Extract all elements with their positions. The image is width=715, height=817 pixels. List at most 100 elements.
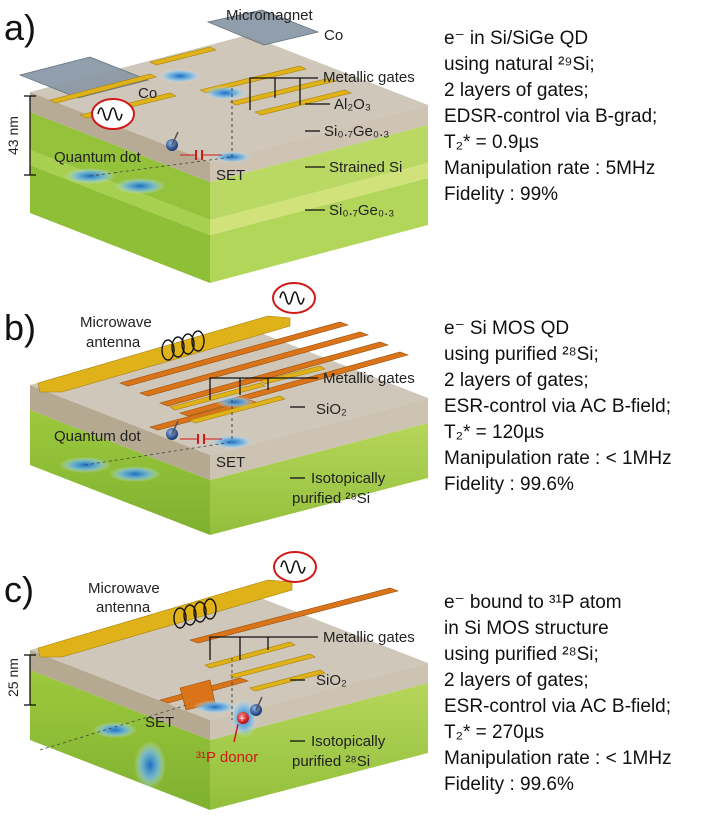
- desc-c-line-2: in Si MOS structure: [444, 618, 609, 639]
- desc-b-line-7: Fidelity : 99.6%: [444, 474, 574, 495]
- set-dot-c: [193, 700, 237, 714]
- donor-atom: [237, 712, 249, 724]
- strained-si-side: [210, 163, 428, 235]
- panel-c-description: e⁻ bound to ³¹P atom in Si MOS structure…: [444, 590, 672, 798]
- panel-c: c) +: [4, 551, 428, 810]
- co-label-right: Co: [324, 27, 343, 44]
- set-label-a: SET: [216, 167, 245, 184]
- metallic-gates-label-a: Metallic gates: [323, 69, 415, 86]
- set-label-b: SET: [216, 454, 245, 471]
- desc-b-line-6: Manipulation rate : < 1MHz: [444, 448, 672, 469]
- thickness-label-a: 43 nm: [5, 116, 21, 155]
- si-bulk-side-b: [210, 423, 428, 535]
- strained-si-label: Strained Si: [329, 159, 402, 176]
- antenna-c: [37, 579, 293, 658]
- capacitor-a: [180, 150, 222, 160]
- desc-c-line-5: ESR-control via AC B-field;: [444, 696, 672, 717]
- panel-a-description: e⁻ in Si/SiGe QD using natural ²⁹Si; 2 l…: [444, 26, 657, 208]
- desc-c-line-6: T₂* = 270µs: [444, 722, 545, 743]
- donor-plus-sign: +: [239, 714, 245, 725]
- purified-label-b: purified ²⁸Si: [292, 490, 370, 507]
- isotopically-label-c: Isotopically: [311, 733, 386, 750]
- thickness-marker-c: 25 nm: [5, 654, 36, 706]
- sio2-front-c: [30, 650, 210, 740]
- desc-c-line-8: Fidelity : 99.6%: [444, 774, 574, 795]
- al2o3-label: Al₂O₃: [334, 96, 371, 113]
- quantum-dot-label-b: Quantum dot: [54, 428, 142, 445]
- sige-top-front: [30, 112, 210, 220]
- co-magnet-right: [206, 9, 320, 46]
- quantum-dot-a2: [203, 86, 247, 100]
- sige-bottom-label: Si₀.₇Ge₀.₃: [329, 202, 394, 219]
- sige-bottom-side: [210, 178, 428, 283]
- microwave-symbol-a: [91, 98, 135, 130]
- purified-label-c: purified ²⁸Si: [292, 753, 370, 770]
- antenna-label-c: antenna: [96, 599, 151, 616]
- si-bulk-front-c: [30, 670, 210, 810]
- metallic-gates-label-c: Metallic gates: [323, 629, 415, 646]
- panel-a-letter: a): [4, 7, 36, 48]
- panel-c-letter: c): [4, 569, 34, 610]
- desc-a-line-5: T₂* = 0.9µs: [444, 132, 539, 153]
- thickness-label-c: 25 nm: [5, 658, 21, 697]
- desc-b-line-1: e⁻ Si MOS QD: [444, 318, 570, 339]
- sige-top-side: [210, 125, 428, 220]
- capacitor-b: [180, 434, 222, 444]
- quantum-dot-a4: [114, 178, 166, 194]
- antenna-coil-c: [173, 598, 217, 629]
- sio2-side-c: [210, 663, 428, 740]
- al2o3-front: [30, 92, 210, 182]
- microwave-label-c: Microwave: [88, 580, 160, 597]
- quantum-dot-b3: [109, 466, 161, 482]
- desc-b-line-5: T₂* = 120µs: [444, 422, 545, 443]
- antenna-b: [37, 315, 291, 393]
- desc-b-line-2: using purified ²⁸Si;: [444, 344, 599, 365]
- sio2-front-b: [30, 385, 210, 480]
- co-label-left: Co: [138, 85, 157, 102]
- desc-a-line-6: Manipulation rate : 5MHz: [444, 158, 656, 179]
- thickness-marker-a: 43 nm: [5, 95, 36, 176]
- desc-c-line-1: e⁻ bound to ³¹P atom: [444, 592, 622, 613]
- panel-b-description: e⁻ Si MOS QD using purified ²⁸Si; 2 laye…: [444, 316, 672, 498]
- quantum-dot-a1: [158, 69, 202, 83]
- microwave-label-b: Microwave: [80, 314, 152, 331]
- microwave-symbol-c: [273, 551, 317, 583]
- desc-c-line-7: Manipulation rate : < 1MHz: [444, 748, 672, 769]
- p-donor-label: ³¹P donor: [196, 749, 258, 766]
- panel-b-letter: b): [4, 307, 36, 348]
- co-magnet-left: [18, 56, 150, 99]
- antenna-coil-b: [161, 330, 205, 361]
- microwave-symbol-b: [272, 282, 316, 314]
- desc-a-line-3: 2 layers of gates;: [444, 80, 589, 101]
- quantum-dot-label-a: Quantum dot: [54, 149, 142, 166]
- quantum-dot-b1: [215, 396, 255, 408]
- desc-b-line-4: ESR-control via AC B-field;: [444, 396, 672, 417]
- quantum-dot-c1: [93, 722, 137, 738]
- desc-a-line-7: Fidelity : 99%: [444, 184, 559, 205]
- sio2-label-b: SiO₂: [316, 401, 347, 418]
- micromagnet-label: Micromagnet: [226, 7, 314, 24]
- desc-c-line-4: 2 layers of gates;: [444, 670, 589, 691]
- si-bulk-side-c: [210, 683, 428, 810]
- desc-a-line-2: using natural ²⁹Si;: [444, 54, 595, 75]
- desc-a-line-1: e⁻ in Si/SiGe QD: [444, 28, 589, 49]
- panel-a: a): [4, 7, 428, 283]
- isotopically-label-b: Isotopically: [311, 470, 386, 487]
- antenna-label-b: antenna: [86, 334, 141, 351]
- donor-wavefunction-1: [134, 741, 166, 789]
- gold-gates-b: [169, 365, 326, 424]
- metallic-gates-label-b: Metallic gates: [323, 370, 415, 387]
- sio2-side-b: [210, 398, 428, 480]
- gold-gates-c: [204, 641, 326, 692]
- desc-a-line-4: EDSR-control via B-grad;: [444, 106, 658, 127]
- sige-top-label: Si₀.₇Ge₀.₃: [324, 123, 389, 140]
- desc-c-line-3: using purified ²⁸Si;: [444, 644, 599, 665]
- donor-pointer: [233, 723, 239, 743]
- set-label-c: SET: [145, 714, 174, 731]
- desc-b-line-3: 2 layers of gates;: [444, 370, 589, 391]
- al2o3-side: [210, 105, 428, 182]
- sige-bottom-front: [30, 165, 210, 283]
- sio2-label-c: SiO₂: [316, 672, 347, 689]
- panel-b: b): [4, 282, 428, 535]
